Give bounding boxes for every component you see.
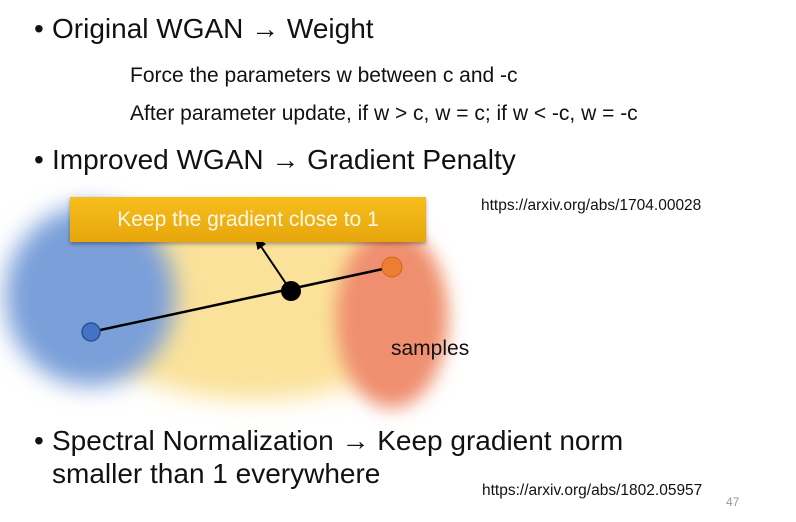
generated-sample-point (381, 256, 403, 278)
bullet-dot: • (34, 144, 44, 175)
bullet-text: Spectral Normalization → Keep gradient n… (52, 425, 624, 456)
bullet-text: Original WGAN → Weight (52, 13, 374, 44)
gradient-callout-box: Keep the gradient close to 1 (70, 197, 426, 242)
interpolated-point (281, 281, 301, 301)
bullet-improved-wgan: • Improved WGAN → Gradient Penalty (34, 144, 516, 176)
bullet-dot: • (34, 425, 44, 456)
page-number: 47 (726, 495, 740, 509)
samples-label: samples (391, 337, 470, 360)
bullet-spectral-normalization: • Spectral Normalization → Keep gradient … (34, 425, 623, 457)
bullet-spectral-normalization-cont: smaller than 1 everywhere (52, 458, 381, 489)
bullet-text: Improved WGAN → Gradient Penalty (52, 144, 516, 175)
weight-clipping-line-2: After parameter update, if w > c, w = c;… (130, 102, 638, 125)
interpolation-line (90, 265, 393, 334)
weight-clipping-line-1: Force the parameters w between c and -c (130, 64, 518, 87)
bullet-original-wgan: • Original WGAN → Weight (34, 13, 374, 45)
generated-data-distribution (336, 228, 448, 408)
paper-link-improved-wgan[interactable]: https://arxiv.org/abs/1704.00028 (481, 197, 702, 214)
real-data-distribution (5, 206, 175, 386)
bullet-dot: • (34, 13, 44, 44)
paper-link-spectral-normalization[interactable]: https://arxiv.org/abs/1802.05957 (482, 482, 703, 499)
real-sample-point (81, 322, 101, 342)
